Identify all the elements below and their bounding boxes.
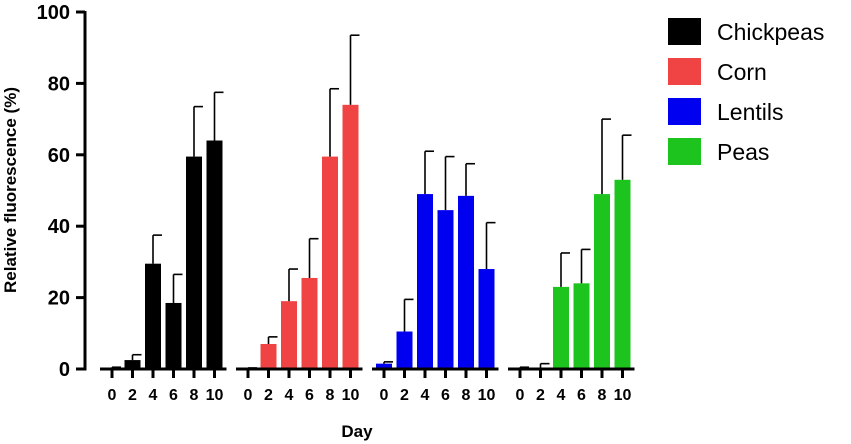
bar: [458, 195, 474, 369]
bar: [206, 140, 223, 369]
legend-swatch: [668, 98, 701, 125]
legend-swatch: [668, 18, 701, 45]
x-tick-label: 10: [342, 387, 360, 404]
x-tick-label: 4: [421, 387, 430, 404]
x-axis: 0 2 4 6 8 10 0 2 4 6 8 10 0 2 4 6 8 10 0 2 4 6 8 10: [100, 367, 635, 404]
y-axis: 0 20 40 60 80 100: [37, 2, 87, 381]
x-tick-label: 2: [128, 387, 137, 404]
series-chickpeas: [111, 91, 224, 369]
y-tick-label: 60: [48, 145, 70, 167]
bar: [165, 302, 182, 369]
bar: [396, 331, 413, 369]
x-tick-label: 8: [190, 387, 199, 404]
legend-item-chickpeas: Chickpeas: [668, 18, 824, 45]
x-tick-label: 2: [264, 387, 273, 404]
bar: [478, 269, 495, 369]
y-tick-label: 80: [48, 73, 70, 95]
legend: Chickpeas Corn Lentils Peas: [668, 18, 824, 165]
legend-label: Lentils: [717, 99, 783, 125]
x-tick-label: 10: [478, 387, 496, 404]
y-tick-label: 100: [37, 2, 70, 24]
x-tick-label: 0: [380, 387, 389, 404]
y-tick-label: 0: [59, 359, 70, 381]
legend-item-peas: Peas: [668, 138, 769, 165]
y-tick-label: 20: [48, 288, 70, 310]
bar: [260, 344, 277, 369]
x-tick-label: 4: [149, 387, 158, 404]
x-tick-label: 10: [614, 387, 632, 404]
x-axis-title: Day: [341, 422, 373, 441]
x-tick-label: 0: [108, 387, 117, 404]
series-lentils: [376, 150, 496, 369]
x-tick-label: 6: [441, 387, 450, 404]
plot-area: [111, 34, 632, 369]
bar: [417, 194, 433, 369]
legend-item-lentils: Lentils: [668, 98, 783, 125]
x-tick-label: 2: [400, 387, 409, 404]
series-corn: [247, 34, 360, 369]
series-peas: [519, 118, 632, 369]
bar: [301, 277, 318, 369]
bar: [145, 263, 161, 369]
bar: [281, 301, 297, 369]
y-axis-title: Relative fluorescence (%): [1, 87, 20, 293]
bar: [124, 360, 141, 369]
bar: [322, 156, 338, 369]
x-tick-label: 4: [557, 387, 566, 404]
y-tick-label: 40: [48, 216, 70, 238]
bar: [614, 179, 631, 369]
bar: [553, 286, 569, 369]
x-tick-label: 8: [598, 387, 607, 404]
legend-swatch: [668, 138, 701, 165]
x-tick-label: 10: [206, 387, 224, 404]
x-tick-label: 8: [326, 387, 335, 404]
x-tick-label: 2: [536, 387, 545, 404]
bar: [186, 156, 202, 369]
x-tick-label: 6: [305, 387, 314, 404]
bar: [573, 283, 590, 369]
legend-item-corn: Corn: [668, 58, 767, 85]
x-tick-label: 8: [462, 387, 471, 404]
legend-swatch: [668, 58, 701, 85]
x-tick-label: 6: [577, 387, 586, 404]
x-tick-label: 4: [285, 387, 294, 404]
x-tick-label: 0: [244, 387, 253, 404]
legend-label: Peas: [717, 139, 769, 165]
legend-label: Corn: [717, 59, 767, 85]
x-tick-label: 0: [516, 387, 525, 404]
x-tick-label: 6: [169, 387, 178, 404]
bar: [376, 363, 392, 369]
bar: [594, 194, 610, 369]
legend-label: Chickpeas: [717, 19, 824, 45]
bar: [342, 104, 359, 369]
bar: [437, 210, 454, 369]
